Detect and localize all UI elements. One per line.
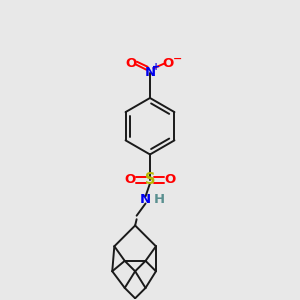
Text: O: O: [125, 173, 136, 186]
Text: S: S: [145, 172, 155, 187]
Text: N: N: [140, 194, 151, 206]
Text: O: O: [164, 173, 175, 186]
Text: O: O: [126, 57, 137, 70]
Text: H: H: [154, 193, 165, 206]
Text: O: O: [163, 57, 174, 70]
Text: +: +: [152, 62, 160, 72]
Text: N: N: [144, 66, 156, 79]
Text: −: −: [173, 54, 182, 64]
